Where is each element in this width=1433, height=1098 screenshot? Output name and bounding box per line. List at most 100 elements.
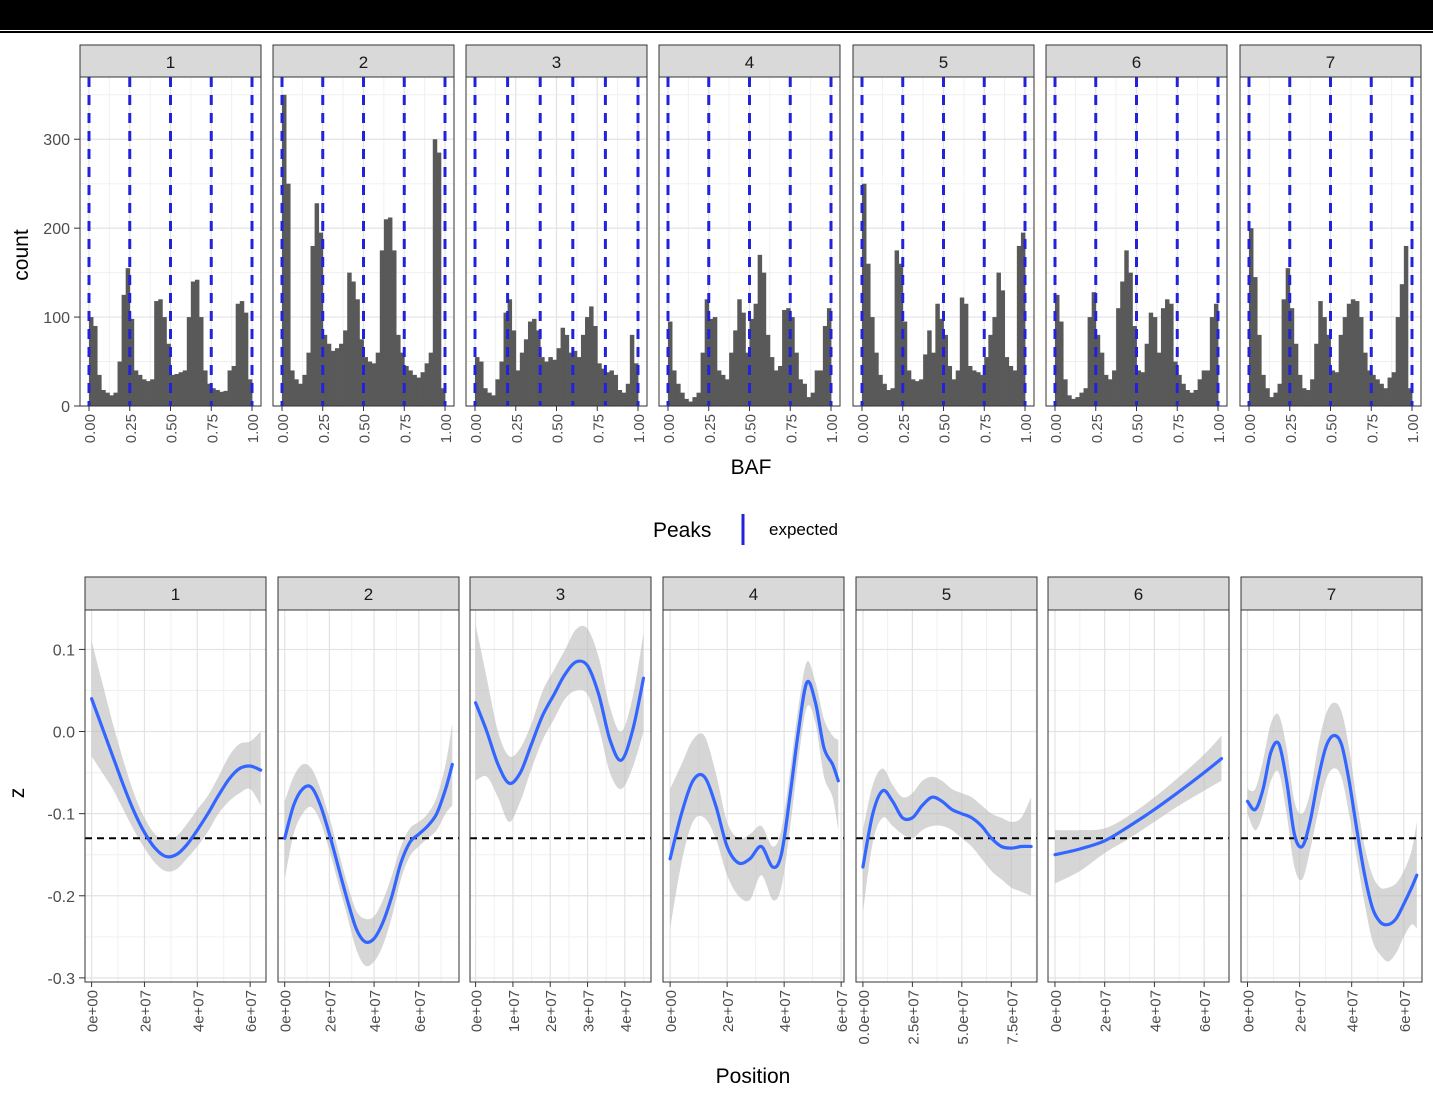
smooth-line <box>283 762 454 945</box>
hist-bar <box>629 334 635 406</box>
hist-bar <box>532 318 537 406</box>
hist-x-tick-label: 0.75 <box>397 414 414 443</box>
hist-bar <box>1004 357 1010 406</box>
hist-x-tick-label: 0.50 <box>937 414 954 443</box>
hist-bar <box>507 299 513 406</box>
smooth-x-tick-label: 4e+07 <box>367 990 384 1032</box>
hist-bar <box>113 392 118 406</box>
hist-bar <box>568 352 574 406</box>
hist-bar <box>491 395 496 406</box>
hist-bar <box>1083 388 1088 406</box>
hist-bar <box>886 389 891 406</box>
hist-bar <box>1067 395 1072 406</box>
hist-bar <box>984 357 989 406</box>
confidence-ribbon <box>284 723 453 967</box>
hist-bar <box>1116 308 1121 406</box>
hist-bar <box>1379 383 1384 406</box>
hist-bar <box>416 377 421 406</box>
hist-bar <box>227 370 233 406</box>
hist-bar <box>601 368 606 406</box>
hist-x-tick-label: 0.00 <box>1242 414 1259 443</box>
hist-bar <box>1169 303 1174 406</box>
facet-strip-label: 5 <box>942 585 951 604</box>
hist-bar <box>186 317 192 406</box>
hist-bar <box>219 391 224 406</box>
hist-bar <box>890 388 895 406</box>
hist-bar <box>1310 379 1315 406</box>
hist-bar <box>1099 352 1105 406</box>
hist-bar <box>878 374 883 406</box>
hist-bar <box>1359 317 1364 406</box>
hist-bar <box>1205 370 1211 406</box>
smooth-x-tick-label: 4e+07 <box>190 990 207 1032</box>
facet-strip <box>469 576 652 611</box>
smooth-facet-5: 5 0.0e+00 2.5e+07 5.0e+07 7.5e+07 <box>855 576 1038 1045</box>
hist-bar <box>109 395 114 406</box>
hist-bar <box>105 392 110 406</box>
facet-strip-label: 4 <box>749 585 758 604</box>
hist-bar <box>757 254 763 406</box>
hist-bar <box>1103 374 1109 406</box>
legend-entry-label: expected <box>769 520 838 539</box>
hist-facet-5: 5 0.00 0.25 0.50 0.75 1.00 <box>852 44 1035 443</box>
smooth-y-tick-label: 0.1 <box>53 642 75 659</box>
facet-strip-label: 1 <box>171 585 180 604</box>
hist-bar <box>564 334 570 406</box>
hist-bar <box>866 263 871 406</box>
hist-bar <box>988 334 993 406</box>
hist-bar <box>1346 303 1352 406</box>
hist-bar <box>1112 370 1117 406</box>
hist-bar <box>440 388 446 406</box>
hist-bar <box>778 365 783 406</box>
facet-strip-label: 3 <box>556 585 565 604</box>
confidence-ribbon <box>1247 702 1417 962</box>
hist-bar <box>1071 398 1076 406</box>
hist-bar <box>720 374 726 406</box>
hist-bar <box>363 357 368 406</box>
hist-bar <box>1140 372 1146 406</box>
hist-x-tick-label: 0.25 <box>316 414 333 443</box>
hist-bar <box>1173 361 1178 406</box>
smooth-x-tick-label: 4e+07 <box>777 990 794 1032</box>
hist-bar <box>1020 232 1026 406</box>
hist-bar <box>1132 325 1137 406</box>
hist-bar <box>302 374 307 406</box>
hist-bar <box>166 343 171 406</box>
hist-bar <box>515 370 521 406</box>
hist-bar <box>972 370 977 406</box>
hist-bar <box>536 330 541 406</box>
hist-y-axis-label: count <box>10 229 33 281</box>
hist-bar <box>243 312 249 406</box>
hist-bar <box>1301 388 1307 406</box>
hist-bar <box>765 334 771 406</box>
hist-bar <box>158 299 163 406</box>
hist-bar <box>939 318 944 406</box>
hist-bar <box>826 308 832 406</box>
hist-bar <box>207 383 212 406</box>
hist-bar <box>1318 301 1323 406</box>
hist-bar <box>919 379 924 406</box>
hist-bar <box>672 370 677 406</box>
hist-bar <box>910 379 916 406</box>
hist-x-tick-label: 1.00 <box>1405 414 1422 443</box>
smooth-x-tick-label: 5.0e+07 <box>955 990 972 1045</box>
smooth-x-tick-label: 0e+00 <box>1048 990 1065 1032</box>
hist-bar <box>556 348 561 406</box>
hist-bar <box>992 317 997 406</box>
hist-bar <box>862 183 867 406</box>
hist-facet-4: 4 0.00 0.25 0.50 0.75 1.00 <box>658 44 841 443</box>
hist-bar <box>1136 370 1141 406</box>
hist-y-tick-label: 0 <box>61 399 70 416</box>
hist-bar <box>339 343 344 406</box>
confidence-ribbon <box>1055 735 1222 884</box>
hist-bar <box>330 350 336 406</box>
hist-bar <box>359 339 364 406</box>
facet-panel <box>1048 610 1229 982</box>
hist-x-tick-label: 0.75 <box>204 414 221 443</box>
facet-strip-label: 1 <box>166 53 175 72</box>
hist-bar <box>499 361 504 406</box>
hist-bar <box>818 370 824 406</box>
hist-bar <box>1334 372 1340 406</box>
facet-strip <box>658 44 841 78</box>
hist-bar <box>802 383 807 406</box>
